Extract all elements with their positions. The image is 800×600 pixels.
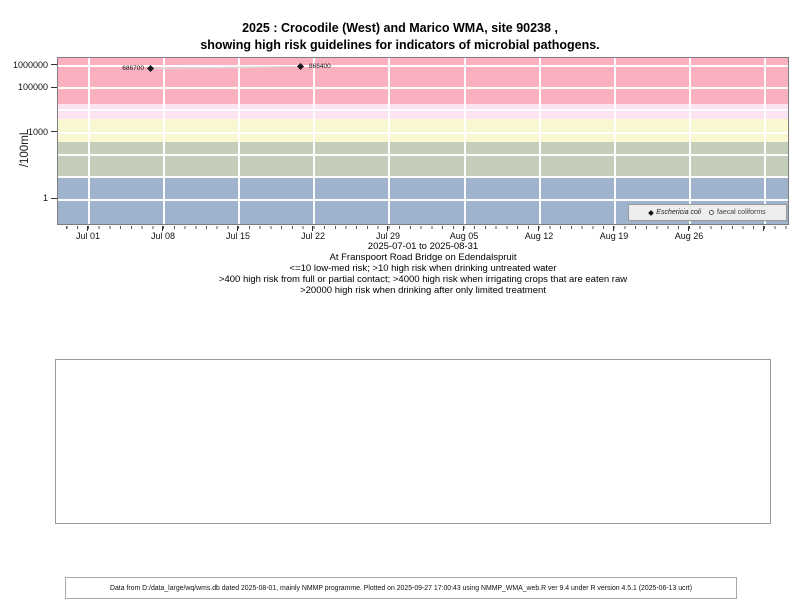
risk-guideline-line2: >400 high risk from full or partial cont… bbox=[218, 274, 628, 285]
legend-entry-faecal-coliforms: faecal coliforms bbox=[709, 209, 766, 216]
footer-text: Data from D:/data_large/wq/wms.db dated … bbox=[109, 584, 693, 592]
legend-label-faecal-coliforms: faecal coliforms bbox=[717, 209, 766, 216]
h-gridline bbox=[58, 65, 788, 67]
data-point-label: 866400 bbox=[309, 63, 331, 70]
y-tick-label-1: 1 bbox=[42, 193, 48, 203]
x-tick-label: Jul 29 bbox=[375, 231, 401, 241]
chart-title-line2: showing high risk guidelines for indicat… bbox=[200, 37, 600, 52]
x-tick-mark bbox=[312, 226, 313, 231]
legend-entry-ecoli: Eschericia coli bbox=[648, 209, 702, 216]
x-tick-label: Aug 05 bbox=[449, 231, 479, 241]
risk-guideline-line3: >20000 high risk when drinking after onl… bbox=[300, 285, 546, 296]
h-gridline bbox=[58, 199, 788, 201]
v-gridline bbox=[614, 58, 616, 224]
chart-title-line1: 2025 : Crocodile (West) and Marico WMA, … bbox=[242, 21, 558, 35]
y-tick-mark bbox=[51, 87, 57, 88]
legend-label-ecoli: Eschericia coli bbox=[656, 209, 702, 216]
h-gridline bbox=[58, 109, 788, 111]
x-tick-mark bbox=[463, 226, 464, 231]
v-gridline bbox=[163, 58, 165, 224]
data-point-label: 686700 bbox=[122, 65, 144, 72]
risk-band-4000-20000 bbox=[58, 104, 788, 119]
x-tick-mark bbox=[538, 226, 539, 231]
footer-box: Data from D:/data_large/wq/wms.db dated … bbox=[65, 577, 737, 599]
v-gridline bbox=[88, 58, 90, 224]
v-gridline bbox=[464, 58, 466, 224]
x-tick-label: Jul 08 bbox=[150, 231, 176, 241]
x-tick-mark bbox=[688, 226, 689, 231]
plot-area: 686700 866400 Eschericia coli faecal col… bbox=[57, 57, 789, 225]
chart-subtitle: 2025-07-01 to 2025-08-31 At Franspoort R… bbox=[57, 241, 789, 296]
h-gridline bbox=[58, 87, 788, 89]
y-tick-label-1000000: 1000000 bbox=[12, 60, 48, 70]
chart-title: 2025 : Crocodile (West) and Marico WMA, … bbox=[0, 20, 800, 53]
h-gridline bbox=[58, 154, 788, 156]
x-tick-label: Jul 01 bbox=[75, 231, 101, 241]
v-gridline bbox=[313, 58, 315, 224]
x-tick-label: Aug 26 bbox=[674, 231, 704, 241]
x-tick-label: Aug 19 bbox=[599, 231, 629, 241]
risk-band-400-4000 bbox=[58, 119, 788, 142]
risk-band-10-400 bbox=[58, 142, 788, 177]
legend: Eschericia coli faecal coliforms bbox=[628, 204, 787, 221]
x-tick-mark bbox=[87, 226, 88, 231]
x-tick-label: Jul 15 bbox=[225, 231, 251, 241]
v-gridline bbox=[539, 58, 541, 224]
v-gridline bbox=[764, 58, 766, 224]
v-gridline bbox=[388, 58, 390, 224]
x-tick-label: Jul 22 bbox=[300, 231, 326, 241]
x-tick-mark bbox=[162, 226, 163, 231]
x-axis-minor-ticks bbox=[58, 226, 788, 229]
site-location-label: At Franspoort Road Bridge on Edendalspru… bbox=[329, 252, 517, 263]
y-tick-label-1000: 1000 bbox=[27, 127, 48, 137]
empty-panel bbox=[55, 359, 771, 524]
series-line bbox=[150, 65, 302, 70]
v-gridline bbox=[238, 58, 240, 224]
h-gridline bbox=[58, 132, 788, 134]
x-tick-mark bbox=[237, 226, 238, 231]
x-tick-mark bbox=[613, 226, 614, 231]
h-gridline bbox=[58, 176, 788, 178]
y-tick-mark bbox=[51, 64, 57, 65]
x-tick-mark bbox=[763, 226, 764, 231]
x-tick-mark bbox=[387, 226, 388, 231]
risk-guideline-line1: <=10 low-med risk; >10 high risk when dr… bbox=[289, 263, 557, 274]
y-tick-label-100000: 100000 bbox=[17, 82, 48, 92]
open-circle-icon bbox=[709, 210, 715, 215]
y-tick-mark bbox=[51, 131, 57, 132]
y-tick-mark bbox=[51, 198, 57, 199]
v-gridline bbox=[689, 58, 691, 224]
filled-diamond-icon bbox=[648, 209, 655, 216]
date-range-label: 2025-07-01 to 2025-08-31 bbox=[367, 241, 479, 252]
x-tick-label: Aug 12 bbox=[524, 231, 554, 241]
